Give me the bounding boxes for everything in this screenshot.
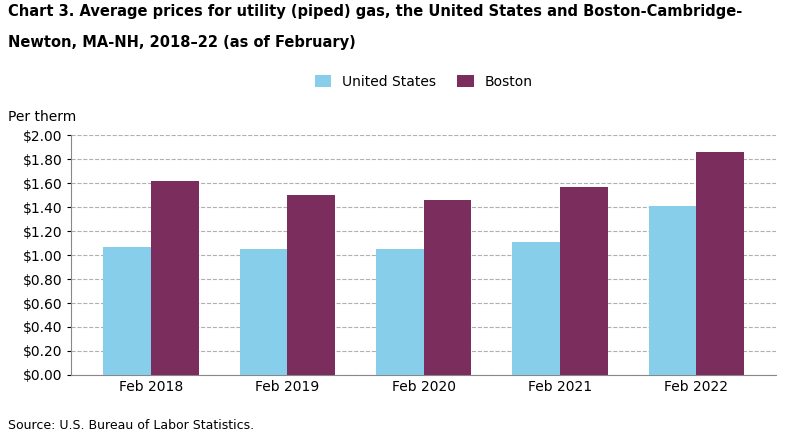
- Text: Per therm: Per therm: [8, 110, 76, 124]
- Legend: United States, Boston: United States, Boston: [314, 75, 533, 89]
- Bar: [376, 249, 424, 375]
- Bar: [287, 195, 335, 375]
- Bar: [560, 187, 607, 375]
- Text: Chart 3. Average prices for utility (piped) gas, the United States and Boston-Ca: Chart 3. Average prices for utility (pip…: [8, 4, 742, 19]
- Bar: [240, 249, 287, 375]
- Bar: [696, 152, 744, 375]
- Text: Source: U.S. Bureau of Labor Statistics.: Source: U.S. Bureau of Labor Statistics.: [8, 419, 254, 432]
- Text: Newton, MA-NH, 2018–22 (as of February): Newton, MA-NH, 2018–22 (as of February): [8, 35, 356, 50]
- Bar: [512, 242, 560, 375]
- Bar: [151, 181, 199, 375]
- Bar: [103, 247, 151, 375]
- Bar: [649, 206, 696, 375]
- Bar: [424, 200, 471, 375]
